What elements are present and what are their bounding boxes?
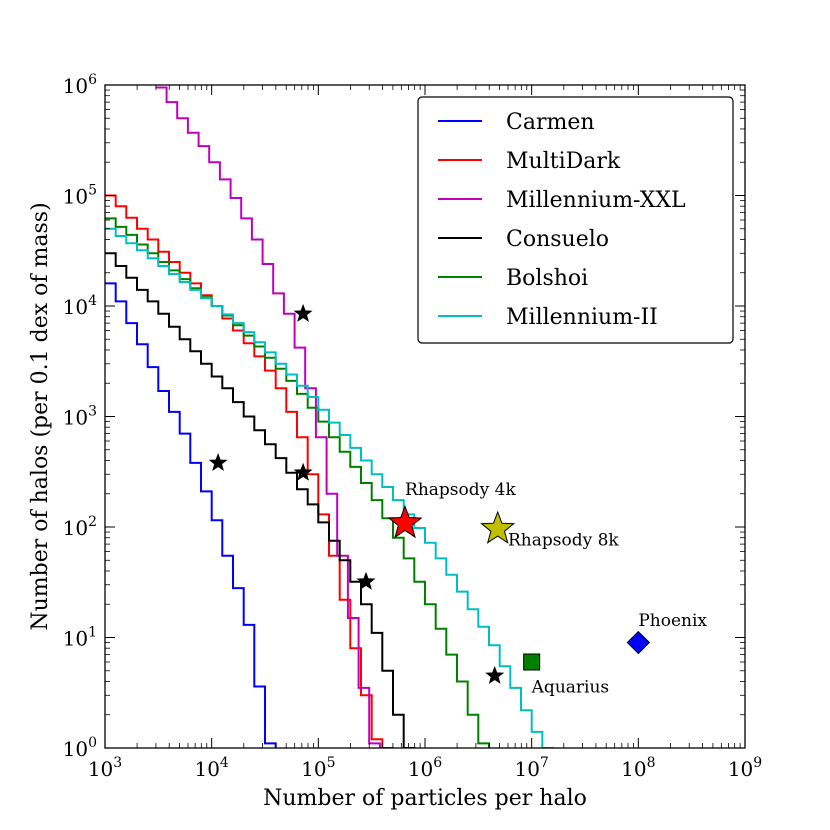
star-multidark: [293, 462, 313, 481]
y-tick-label: 104: [63, 293, 97, 319]
y-tick-label: 101: [63, 625, 97, 651]
y-tick-label: 102: [63, 514, 97, 540]
star-bolshoi: [485, 665, 505, 684]
legend-label-millennium-ii: Millennium-II: [506, 305, 658, 330]
diamond-phoenix: [626, 630, 651, 655]
series-carmen: [105, 282, 277, 748]
series-layer: [105, 86, 554, 748]
annotation-layer: Rhapsody 4k Rhapsody 8k Aquarius Phoenix: [405, 480, 707, 698]
annotation-rhapsody-8k: Rhapsody 8k: [508, 530, 619, 550]
x-tick-label: 109: [728, 755, 762, 781]
annotation-rhapsody-4k: Rhapsody 4k: [405, 480, 516, 500]
x-tick-label: 103: [88, 755, 122, 781]
legend-label-millennium-xxl: Millennium-XXL: [506, 188, 686, 213]
square-aquarius: [523, 653, 541, 671]
x-axis-label: Number of particles per halo: [263, 786, 587, 811]
legend: Carmen MultiDark Millennium-XXL Consuelo Bol…: [417, 96, 734, 344]
series-millennium-xxl: [155, 86, 381, 748]
legend-label-bolshoi: Bolshoi: [506, 266, 588, 291]
x-tick-label: 107: [514, 755, 548, 781]
y-tick-label: 100: [63, 735, 97, 761]
y-tick-label: 106: [63, 72, 97, 98]
star-rhapsody-8k: [480, 510, 516, 544]
legend-label-carmen: Carmen: [506, 110, 595, 135]
x-tick-label: 105: [301, 755, 335, 781]
x-tick-label: 106: [408, 755, 442, 781]
annotation-phoenix: Phoenix: [638, 611, 707, 631]
star-millennium-xxl: [293, 303, 313, 322]
star-rhapsody-4k: [387, 504, 423, 539]
series-millennium-ii: [105, 227, 554, 748]
plot-frame: [104, 84, 746, 749]
y-axis-label: Number of halos (per 0.1 dex of mass): [28, 202, 53, 630]
star-consuelo: [356, 571, 376, 590]
y-tick-label: 103: [63, 404, 97, 430]
x-tick-label: 104: [194, 755, 228, 781]
series-consuelo: [105, 252, 416, 748]
marker-layer: [208, 303, 651, 684]
legend-label-consuelo: Consuelo: [506, 227, 609, 252]
star-carmen: [208, 452, 228, 471]
annotation-aquarius: Aquarius: [531, 677, 609, 697]
y-tick-label: 105: [63, 183, 97, 209]
x-tick-label: 108: [621, 755, 655, 781]
legend-box: [417, 96, 734, 344]
legend-label-multidark: MultiDark: [506, 149, 621, 174]
tick-layer: 103 104 105 106 107 108 109 100 101 102 103 104 105 1…: [63, 72, 763, 781]
